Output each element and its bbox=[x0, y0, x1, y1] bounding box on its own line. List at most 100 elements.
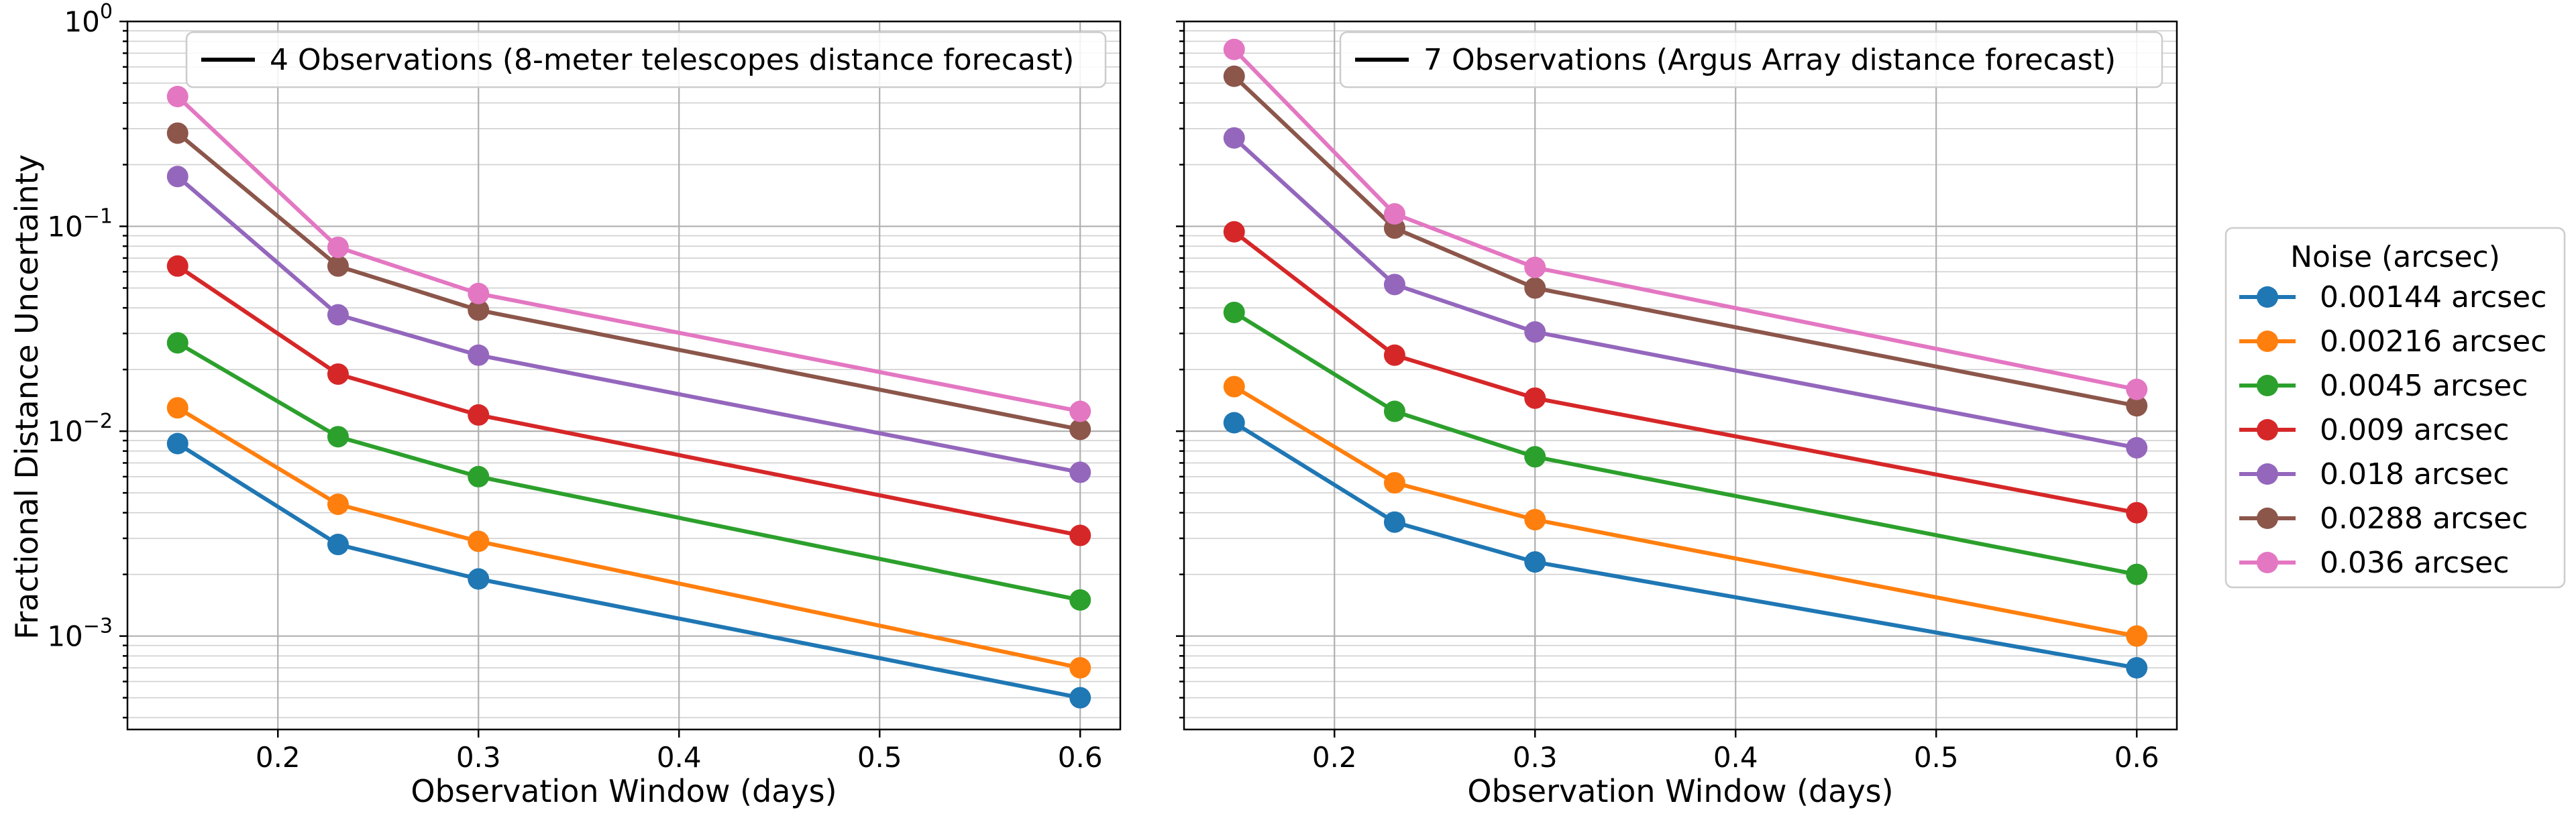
legend-entry-label: 0.0288 arcsec bbox=[2320, 502, 2528, 536]
series-line bbox=[1232, 74, 2137, 408]
legend-entry-label: 0.018 arcsec bbox=[2320, 457, 2509, 491]
data-point bbox=[1223, 301, 1245, 323]
data-point bbox=[1383, 511, 1405, 533]
data-point bbox=[1223, 38, 1245, 60]
data-point bbox=[1223, 65, 1245, 87]
data-point bbox=[468, 568, 490, 590]
data-point bbox=[1524, 256, 1546, 278]
x-tick-label: 0.3 bbox=[1513, 741, 1558, 774]
data-point bbox=[1383, 472, 1405, 494]
data-point bbox=[1524, 387, 1546, 409]
legend-box bbox=[2224, 227, 2566, 589]
y-tick-label: 10−1 bbox=[47, 205, 113, 243]
series-line bbox=[176, 131, 1081, 432]
right-panel: 0.2 0.3 0.4 0.5 0.6 Observation Window (days)… bbox=[1176, 20, 2178, 809]
panel-legend-box bbox=[185, 31, 1107, 89]
x-tick-label: 0.6 bbox=[2114, 741, 2159, 774]
legend-swatch-marker bbox=[2257, 419, 2278, 441]
data-point bbox=[327, 534, 349, 556]
y-axis-label: Fractional Distance Uncertainty bbox=[9, 154, 45, 640]
data-point bbox=[166, 122, 189, 144]
data-point bbox=[468, 465, 490, 487]
data-point bbox=[2126, 436, 2148, 459]
data-point bbox=[1383, 344, 1405, 366]
x-tick-label: 0.6 bbox=[1058, 741, 1103, 774]
legend-entry-label: 0.00144 arcsec bbox=[2320, 280, 2546, 314]
data-point bbox=[1383, 203, 1405, 225]
data-point bbox=[2126, 502, 2148, 524]
data-point bbox=[327, 493, 349, 516]
data-point bbox=[1223, 221, 1245, 243]
data-point bbox=[327, 363, 349, 385]
legend-swatch-marker bbox=[2257, 508, 2278, 529]
data-point bbox=[1383, 274, 1405, 296]
series-line bbox=[1232, 136, 2137, 450]
data-point bbox=[166, 332, 189, 354]
data-point bbox=[1383, 400, 1405, 422]
data-point bbox=[468, 344, 490, 366]
x-tick-label: 0.4 bbox=[657, 741, 702, 774]
data-point bbox=[1223, 375, 1245, 398]
x-tick-label: 0.2 bbox=[256, 741, 301, 774]
series-line bbox=[1233, 420, 2137, 670]
panel-legend: 7 Observations (Argus Array distance for… bbox=[1339, 31, 2163, 89]
series-line bbox=[176, 406, 1081, 670]
x-tick-label: 0.2 bbox=[1312, 741, 1357, 774]
data-point bbox=[468, 530, 490, 552]
legend-swatch-marker bbox=[2257, 331, 2278, 352]
data-point bbox=[1524, 551, 1546, 573]
panel-legend: 4 Observations (8-meter telescopes dista… bbox=[185, 31, 1107, 89]
x-tick-label: 0.4 bbox=[1713, 741, 1758, 774]
data-point bbox=[166, 85, 189, 107]
data-point bbox=[2126, 563, 2148, 585]
grid bbox=[127, 20, 1120, 729]
panel-legend-label: 7 Observations (Argus Array distance for… bbox=[1424, 43, 2116, 77]
series-line bbox=[176, 442, 1081, 700]
data-point bbox=[1524, 446, 1546, 468]
data-point bbox=[1223, 127, 1245, 149]
data-point bbox=[2126, 625, 2148, 647]
x-axis-label: Observation Window (days) bbox=[1467, 773, 1893, 809]
panel-legend-box bbox=[1339, 31, 2163, 89]
legend-title: Noise (arcsec) bbox=[2290, 240, 2500, 274]
noise-legend: Noise (arcsec) 0.00144 arcsec 0.00216 arcs… bbox=[2224, 227, 2566, 589]
series-line bbox=[1233, 385, 2137, 638]
data-point bbox=[166, 255, 189, 277]
data-point bbox=[468, 404, 490, 426]
data-point bbox=[1069, 418, 1091, 441]
left-panel: 0.2 0.3 0.4 0.5 0.6 Observation Window (days)… bbox=[47, 0, 1122, 809]
series-group bbox=[1223, 38, 2148, 679]
data-point bbox=[327, 304, 349, 326]
series-line bbox=[1232, 48, 2137, 392]
data-point bbox=[1524, 277, 1546, 299]
data-point bbox=[1069, 657, 1091, 679]
axes-frame bbox=[1183, 20, 2178, 731]
series-line bbox=[1232, 230, 2137, 515]
x-tick-label: 0.5 bbox=[1914, 741, 1959, 774]
y-tick-label: 100 bbox=[64, 0, 113, 38]
axes-frame bbox=[126, 20, 1122, 731]
data-point bbox=[1223, 412, 1245, 434]
legend-swatch-marker bbox=[2257, 552, 2278, 573]
legend-entry-label: 0.0045 arcsec bbox=[2320, 369, 2528, 403]
series-line bbox=[176, 175, 1081, 475]
series-line bbox=[176, 95, 1081, 414]
data-point bbox=[327, 236, 349, 258]
legend-swatch-marker bbox=[2257, 375, 2278, 396]
data-point bbox=[2126, 657, 2148, 679]
legend-entry-label: 0.00216 arcsec bbox=[2320, 325, 2546, 359]
data-point bbox=[468, 282, 490, 304]
data-point bbox=[1069, 400, 1091, 422]
legend-entry-label: 0.036 arcsec bbox=[2320, 546, 2509, 580]
data-point bbox=[1069, 687, 1091, 709]
data-point bbox=[1069, 461, 1091, 483]
data-point bbox=[1524, 321, 1546, 343]
x-axis-label: Observation Window (days) bbox=[411, 773, 837, 809]
y-tick-label: 10−2 bbox=[47, 410, 113, 448]
series-group bbox=[166, 85, 1091, 709]
legend-swatch-marker bbox=[2257, 286, 2278, 308]
legend-swatch-marker bbox=[2257, 463, 2278, 485]
data-point bbox=[1069, 524, 1091, 546]
data-point bbox=[1524, 509, 1546, 531]
